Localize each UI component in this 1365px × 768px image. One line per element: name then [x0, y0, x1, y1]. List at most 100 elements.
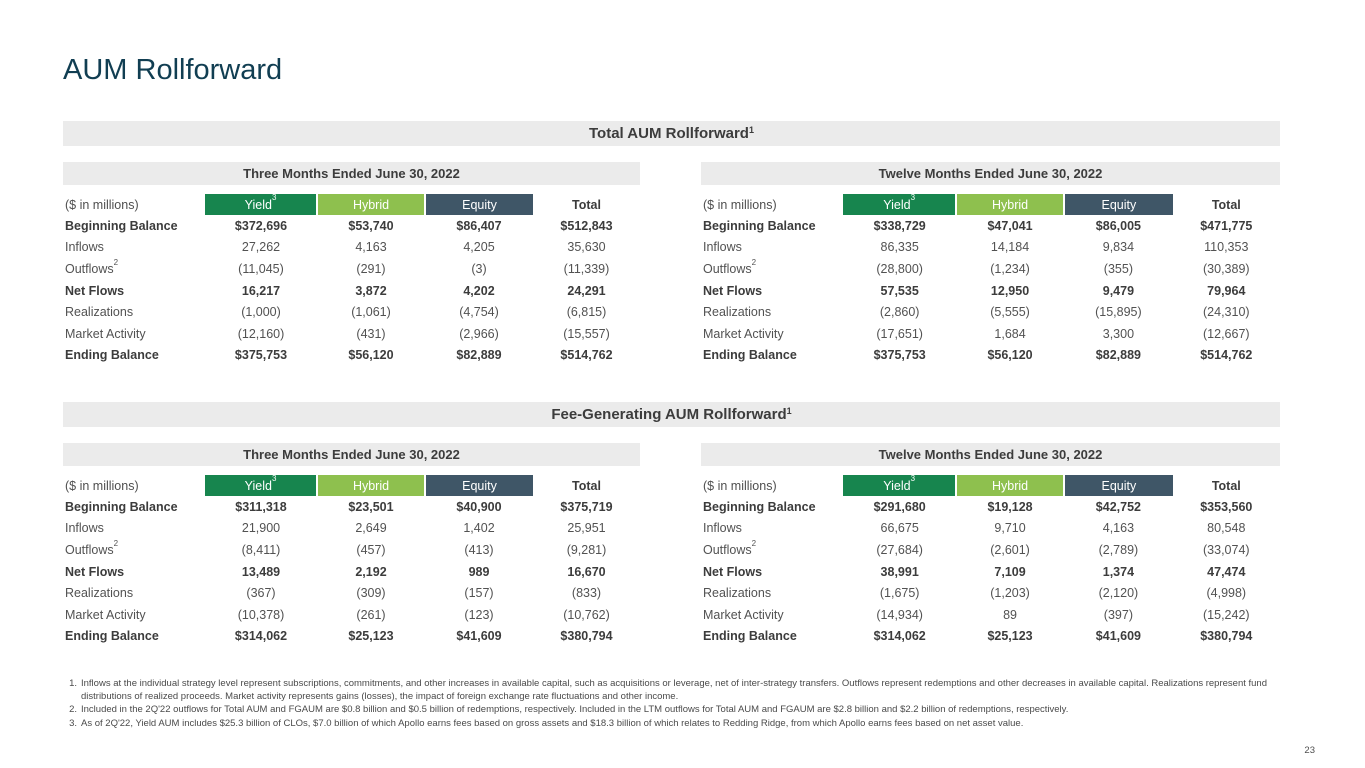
value-cell: 79,964 [1207, 283, 1246, 298]
value-cell: (27,684) [876, 542, 923, 557]
row-label: Ending Balance [65, 348, 159, 363]
table-row: Inflows 86,335 14,184 9,834 110,353 [701, 237, 1280, 259]
value-cell: (14,934) [876, 607, 923, 622]
footnote-number: 1. [69, 678, 77, 689]
value-cell: (309) [356, 586, 386, 601]
row-label: Beginning Balance [703, 499, 816, 514]
value-cell: (8,411) [241, 542, 281, 557]
column-header-row: ($ in millions) Yield3 Hybrid Equity Tot… [63, 475, 640, 496]
row-label: Net Flows [65, 283, 125, 298]
value-cell: 24,291 [567, 283, 606, 298]
value-cell: (397) [1103, 607, 1133, 622]
row-label: Inflows [703, 521, 742, 536]
value-cell: (2,601) [990, 542, 1030, 557]
value-cell: (9,281) [566, 542, 607, 557]
column-header-total: Total [1211, 478, 1241, 493]
table-row: Net Flows 13,489 2,192 989 16,670 [63, 561, 640, 583]
page-number: 23 [1304, 745, 1315, 756]
row-label: Beginning Balance [65, 218, 178, 233]
value-cell: 86,335 [880, 240, 919, 255]
value-cell: (2,860) [879, 305, 920, 320]
value-cell: (11,045) [238, 261, 284, 276]
value-cell: (10,378) [237, 607, 285, 622]
value-cell: 9,834 [1102, 240, 1135, 255]
value-cell: $42,752 [1095, 499, 1141, 514]
value-cell: $41,609 [1095, 629, 1141, 644]
row-label: Beginning Balance [703, 218, 816, 233]
value-cell: 27,262 [241, 240, 281, 255]
value-cell: $471,775 [1200, 218, 1253, 233]
column-header-hybrid: Hybrid [316, 475, 425, 496]
table-row: Beginning Balance $311,318 $23,501 $40,900 $… [63, 496, 640, 518]
value-cell: $23,501 [348, 499, 394, 514]
value-cell: (261) [356, 607, 386, 622]
table-row: Realizations (2,860) (5,555) (15,895) (24,31… [701, 301, 1280, 323]
value-cell: 25,951 [567, 521, 606, 536]
row-label: Ending Balance [703, 629, 797, 644]
value-cell: $314,062 [873, 629, 926, 644]
row-label: Realizations [703, 586, 772, 601]
value-cell: (1,234) [990, 261, 1030, 276]
value-cell: $82,889 [1095, 348, 1141, 363]
value-cell: 2,192 [355, 564, 387, 579]
value-cell: (12,667) [1203, 326, 1250, 341]
value-cell: $25,123 [987, 629, 1033, 644]
value-cell: (24,310) [1203, 305, 1250, 320]
value-cell: 1,684 [994, 326, 1026, 341]
value-cell: (1,000) [241, 305, 281, 320]
value-cell: (2,789) [1098, 542, 1139, 557]
row-label: Market Activity [703, 326, 784, 341]
footnote-number: 3. [69, 717, 77, 729]
value-cell: $86,407 [456, 218, 502, 233]
value-cell: 16,217 [241, 283, 281, 298]
row-label: Beginning Balance [65, 499, 178, 514]
value-cell: 13,489 [241, 564, 281, 579]
value-cell: 110,353 [1204, 240, 1249, 255]
value-cell: (355) [1103, 261, 1133, 276]
value-cell: (123) [464, 607, 494, 622]
footnote-text: Inflows at the individual strategy level… [81, 678, 1268, 702]
table-row: Market Activity (17,651) 1,684 3,300 (12,667… [701, 323, 1280, 345]
value-cell: 2,649 [355, 521, 387, 536]
page-title: AUM Rollforward [63, 54, 283, 86]
value-cell: $82,889 [456, 348, 502, 363]
value-cell: $291,680 [873, 499, 926, 514]
row-label: Inflows [65, 521, 104, 536]
value-cell: 80,548 [1207, 521, 1246, 536]
column-header-row: ($ in millions) Yield3 Hybrid Equity Tot… [701, 194, 1280, 215]
value-cell: (157) [464, 586, 494, 601]
value-cell: (4,998) [1206, 586, 1247, 601]
value-cell: (367) [246, 586, 276, 601]
table-fgaum-12m: Twelve Months Ended June 30, 2022 ($ in … [701, 443, 1280, 647]
table-row: Realizations (1,000) (1,061) (4,754) (6,815) [63, 301, 640, 323]
value-cell: (4,754) [459, 305, 499, 320]
value-cell: (1,675) [879, 586, 920, 601]
column-header-row: ($ in millions) Yield3 Hybrid Equity Tot… [701, 475, 1280, 496]
row-label: Market Activity [703, 607, 784, 622]
footnote: 3. As of 2Q'22, Yield AUM includes $25.3… [63, 718, 1280, 731]
aum-table: ($ in millions) Yield3 Hybrid Equity Tot… [63, 475, 640, 647]
value-cell: (10,762) [563, 607, 610, 622]
table-row: Ending Balance $314,062 $25,123 $41,609 $380… [701, 626, 1280, 648]
row-label: Market Activity [65, 326, 146, 341]
section-title: Fee-Generating AUM Rollforward [551, 406, 787, 423]
value-cell: 4,163 [355, 240, 387, 255]
table-row: Realizations (367) (309) (157) (833) [63, 582, 640, 604]
total-aum-tables: Three Months Ended June 30, 2022 ($ in m… [63, 162, 1280, 366]
units-label: ($ in millions) [65, 478, 139, 493]
value-cell: 14,184 [990, 240, 1030, 255]
value-cell: $311,318 [235, 499, 287, 514]
footnotes: 1. Inflows at the individual strategy le… [63, 678, 1280, 731]
section-title: Total AUM Rollforward [588, 125, 749, 142]
value-cell: $375,753 [873, 348, 926, 363]
value-cell: 89 [1003, 607, 1017, 622]
column-header-hybrid: Hybrid [954, 475, 1065, 496]
row-label: Net Flows [703, 283, 763, 298]
period-header: Twelve Months Ended June 30, 2022 [701, 443, 1280, 466]
column-header-hybrid: Hybrid [954, 194, 1065, 215]
table-row: Inflows 66,675 9,710 4,163 80,548 [701, 518, 1280, 540]
value-cell: 3,872 [355, 283, 387, 298]
footnote-text: As of 2Q'22, Yield AUM includes $25.3 bi… [81, 717, 1024, 729]
column-header-equity: Equity [424, 194, 533, 215]
table-row: Realizations (1,675) (1,203) (2,120) (4,998) [701, 582, 1280, 604]
